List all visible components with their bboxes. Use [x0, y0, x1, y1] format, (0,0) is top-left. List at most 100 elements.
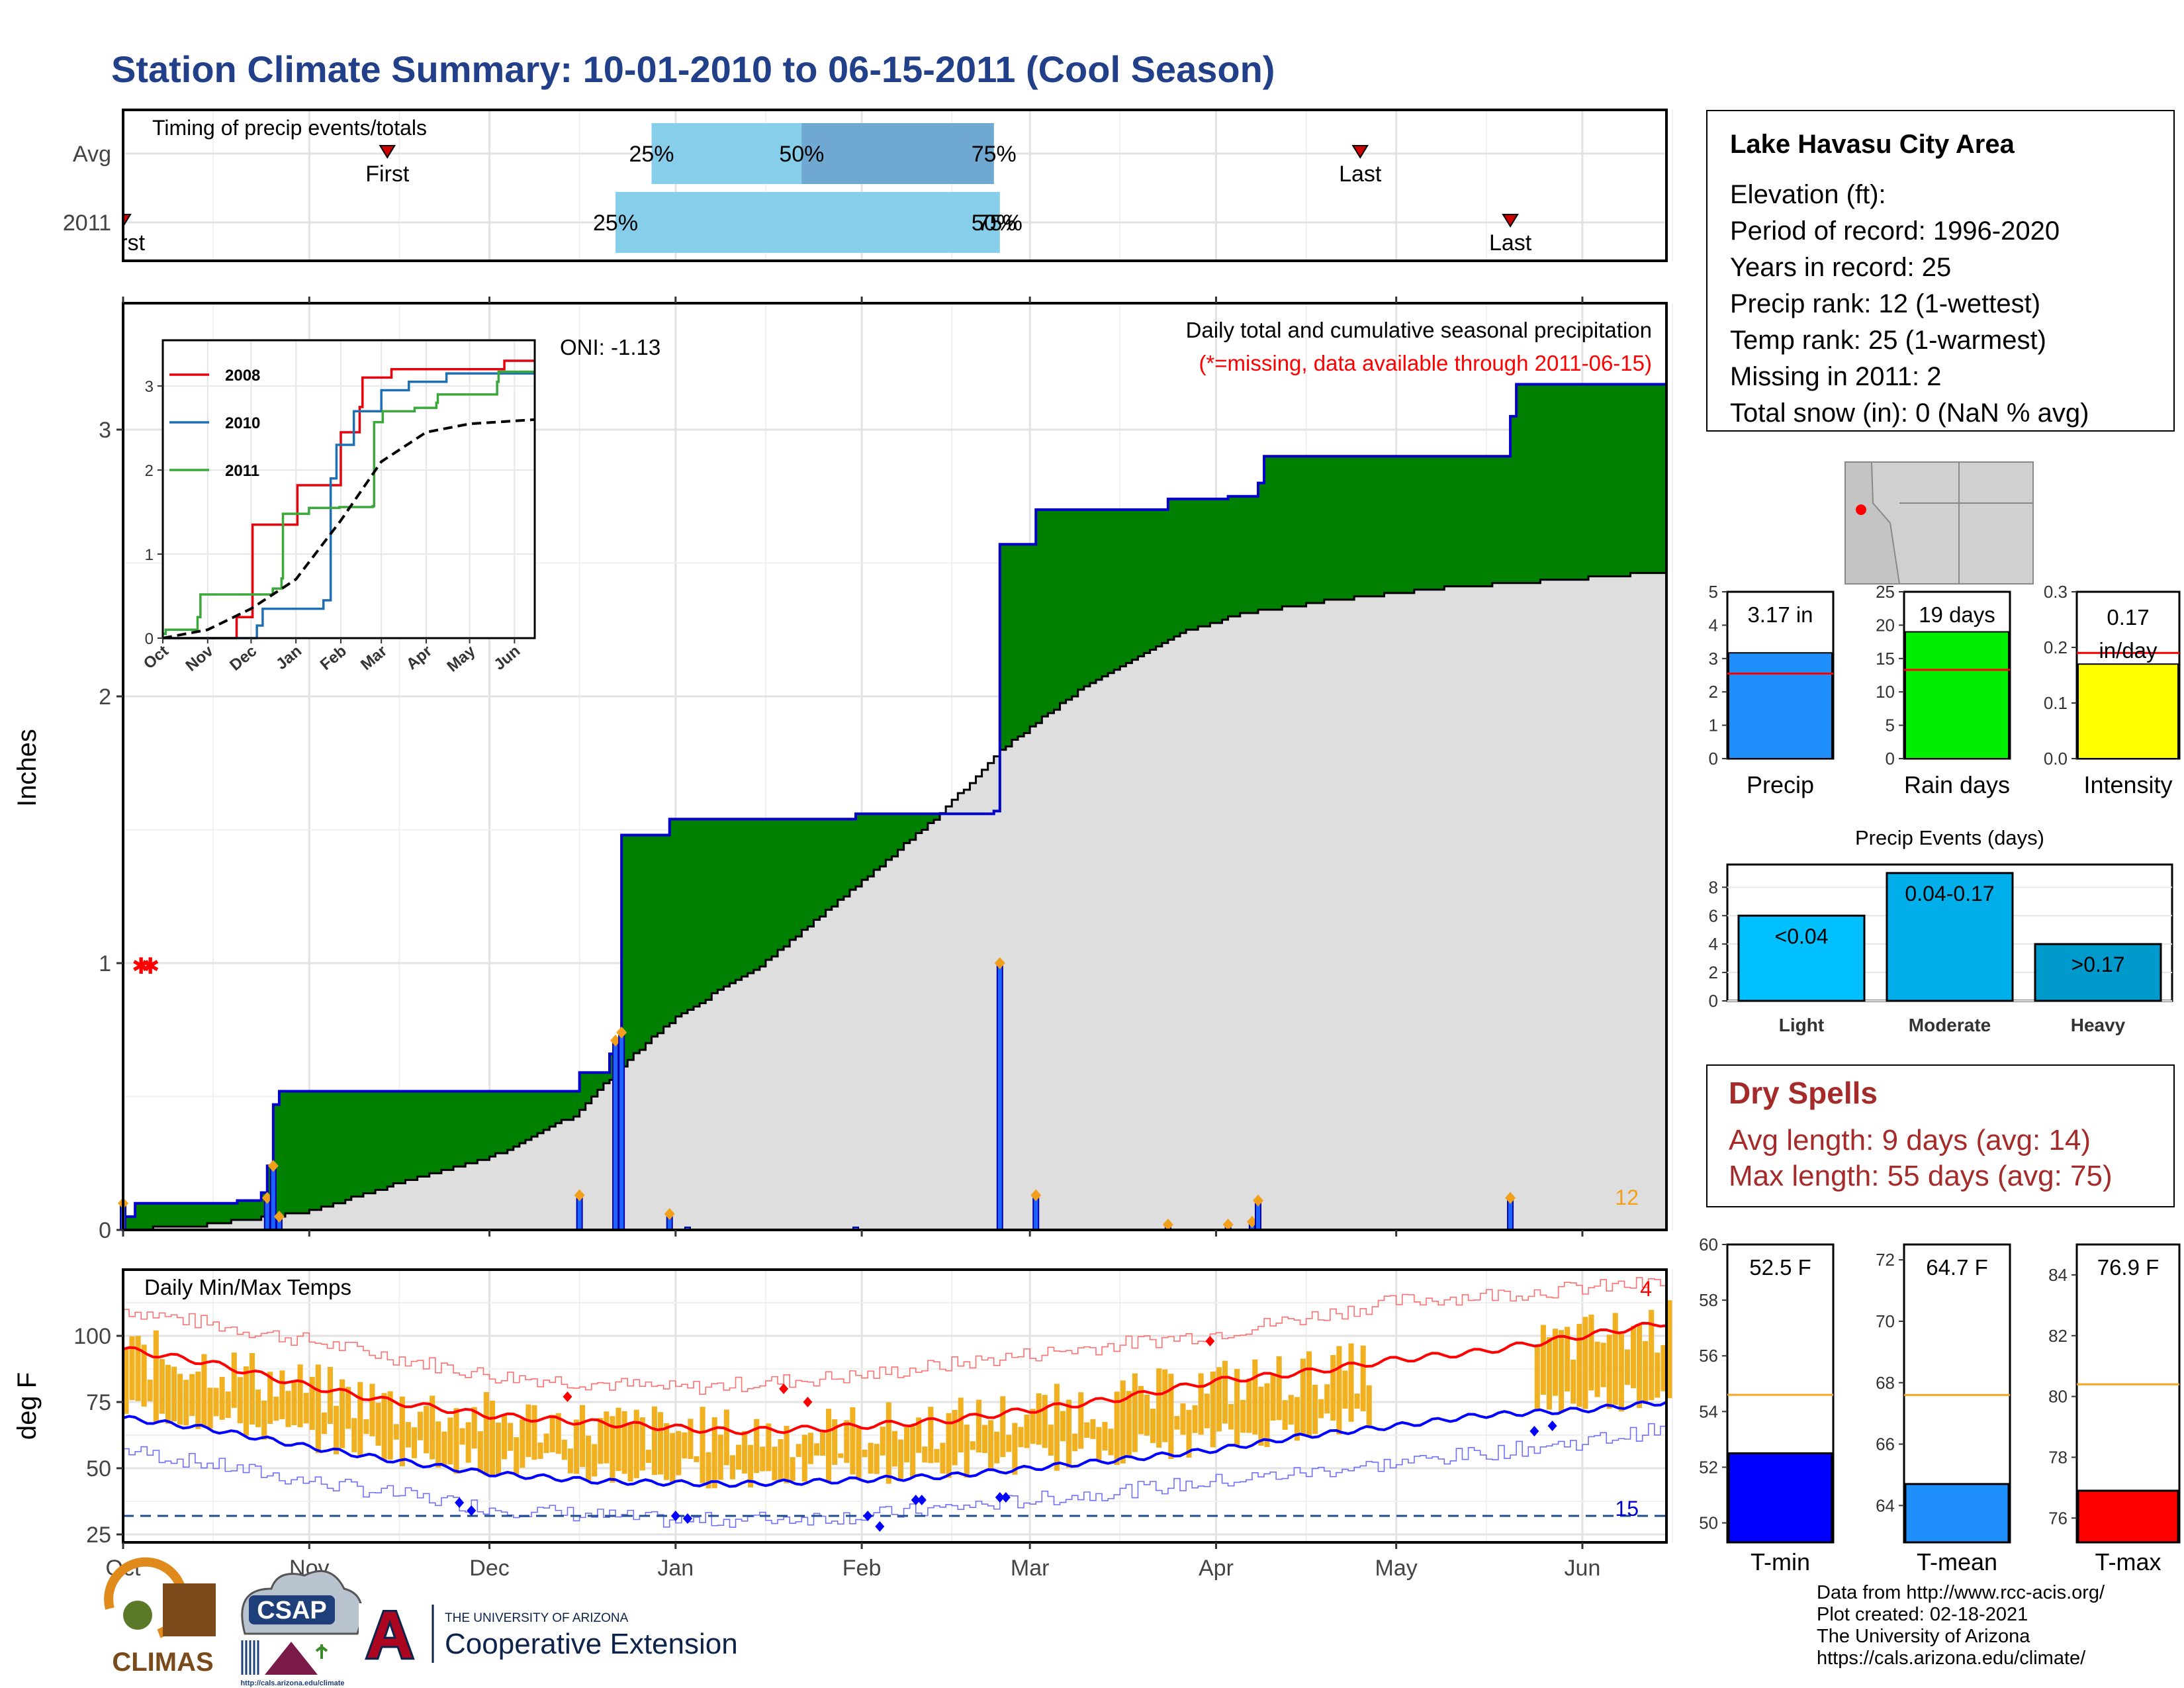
quartile-50-label: 50% [972, 211, 1017, 236]
above-average-area [1246, 496, 1253, 614]
above-average-area [886, 814, 893, 860]
avg-min-temp-line [122, 1400, 1667, 1488]
above-average-area [1089, 509, 1097, 683]
daily-temp-bar [508, 1423, 514, 1451]
daily-temp-bar [1198, 1373, 1204, 1435]
daily-temp-bar [729, 1455, 735, 1479]
daily-temp-bar [880, 1427, 886, 1456]
above-average-area [165, 1203, 172, 1227]
daily-temp-bar [1072, 1433, 1078, 1452]
above-average-area [177, 1203, 184, 1227]
daily-temp-bar [1576, 1323, 1582, 1407]
above-average-area [1324, 456, 1331, 600]
above-average-area [1642, 384, 1649, 573]
above-average-area [1077, 509, 1085, 690]
record-high-count: 4 [1640, 1277, 1652, 1301]
daily-temp-bar [1354, 1393, 1360, 1409]
daily-temp-bar [1096, 1427, 1102, 1460]
above-average-area [201, 1203, 208, 1227]
daily-temp-bar [573, 1419, 580, 1474]
daily-temp-bar [1216, 1367, 1222, 1432]
above-average-area [784, 819, 791, 947]
daily-temp-bar [1228, 1404, 1234, 1430]
summary-y-tick-label: 20 [1876, 615, 1895, 635]
above-average-area [447, 1091, 454, 1170]
above-average-area [837, 819, 844, 900]
record-low-marker [995, 1492, 1005, 1503]
daily-temp-bar [615, 1407, 621, 1472]
temp-summary-y-tick-label: 76 [2048, 1508, 2068, 1528]
above-average-area [399, 1091, 406, 1184]
climas-logo-text: CLIMAS [112, 1648, 213, 1677]
daily-temp-bar [321, 1412, 327, 1434]
above-average-area [1504, 456, 1511, 583]
summary-value-unit: in/day [2099, 638, 2158, 663]
inset-series-2011 [163, 370, 535, 635]
csap-label-box [249, 1595, 335, 1624]
summary-y-tick-label: 5 [1709, 582, 1718, 602]
above-average-area [1588, 384, 1595, 577]
above-average-area [1372, 456, 1379, 596]
above-average-area [903, 814, 911, 843]
above-average-area [813, 819, 821, 920]
daily-temp-bar [627, 1423, 633, 1481]
above-average-area [868, 814, 875, 877]
above-average-area [1462, 456, 1469, 586]
above-average-area [1300, 456, 1307, 606]
above-average-area [1330, 456, 1337, 600]
above-average-area [1216, 498, 1223, 624]
above-average-area [687, 819, 694, 1010]
oni-annotation: ONI: -1.13 [560, 335, 660, 359]
daily-temp-bar [1120, 1380, 1126, 1464]
temp-grid [122, 1270, 1674, 1542]
daily-temp-bar [580, 1405, 586, 1468]
daily-temp-bar [502, 1414, 508, 1460]
record-low-marker [1001, 1492, 1011, 1503]
daily-temp-bar [1312, 1384, 1318, 1434]
timing-panel-label: Timing of precip events/totals [152, 116, 427, 140]
month-tick-label: Dec [469, 1556, 509, 1581]
temp-summary-value: 64.7 F [1926, 1255, 1988, 1280]
above-average-area [753, 819, 760, 970]
location-map [1844, 461, 2034, 585]
first-event-label: First [365, 162, 410, 187]
temp-chart-title: Daily Min/Max Temps [144, 1275, 351, 1299]
summary-y-tick-label: 4 [1709, 615, 1718, 635]
above-average-area [243, 1200, 250, 1220]
above-average-area [381, 1091, 388, 1190]
summary-bar-rain-days [1905, 631, 2009, 759]
daily-temp-bar [705, 1452, 711, 1489]
record-low-marker [911, 1495, 921, 1505]
above-average-area [249, 1200, 256, 1220]
temp-y-tick-label: 100 [73, 1324, 111, 1349]
daily-temp-bar [387, 1391, 393, 1460]
above-average-area [1180, 498, 1187, 633]
temp-summary-y-tick-label: 64 [1876, 1495, 1895, 1515]
record-high-marker [1205, 1336, 1215, 1346]
daily-temp-bar [676, 1430, 682, 1476]
daily-temp-bar [610, 1416, 615, 1483]
above-average-area [694, 819, 700, 1007]
daily-temp-bar [489, 1400, 495, 1477]
daily-temp-bar [598, 1418, 604, 1464]
above-average-area [135, 1203, 142, 1230]
above-average-area [771, 819, 778, 957]
above-average-area [1144, 509, 1151, 653]
above-average-area [700, 819, 706, 1004]
above-average-area [1480, 456, 1487, 586]
daily-temp-bar [1300, 1358, 1306, 1434]
station-info-panel: Lake Havasu City Area Elevation (ft): Pe… [1706, 110, 2175, 432]
above-average-area [663, 835, 670, 1027]
above-average-area [579, 1072, 586, 1110]
event-bar-label: 0.04-0.17 [1905, 882, 1994, 906]
daily-temp-bar [483, 1391, 489, 1476]
above-average-area [1414, 456, 1421, 590]
daily-temp-bar [807, 1432, 813, 1464]
above-average-area [1126, 509, 1133, 663]
daily-temp-bar [1084, 1422, 1090, 1438]
daily-precip-marker [664, 1207, 675, 1220]
event-bar-label: <0.04 [1775, 924, 1829, 948]
summary-y-tick-label: 5 [1886, 716, 1895, 735]
above-average-area [1546, 384, 1553, 580]
above-average-area [1630, 384, 1637, 573]
